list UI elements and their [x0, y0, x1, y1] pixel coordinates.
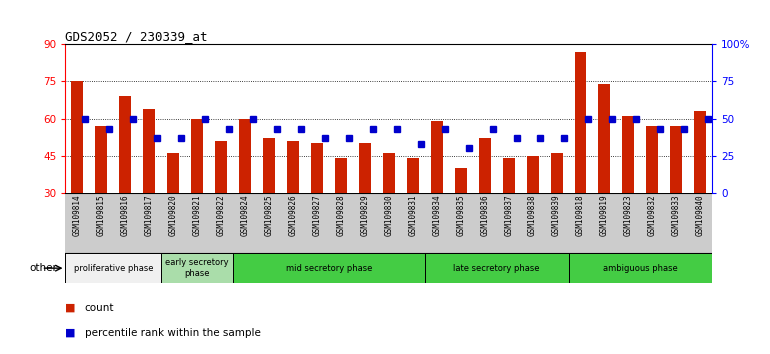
Bar	[646, 126, 658, 193]
Text: GSM109821: GSM109821	[192, 194, 202, 236]
Bar	[695, 111, 706, 193]
Text: GSM109830: GSM109830	[384, 194, 393, 236]
Bar	[622, 116, 634, 193]
Text: ambiguous phase: ambiguous phase	[603, 264, 678, 273]
Text: GSM109837: GSM109837	[504, 194, 513, 236]
Bar	[455, 168, 467, 193]
Bar	[479, 138, 490, 193]
Text: proliferative phase: proliferative phase	[74, 264, 153, 273]
Text: early secretory
phase: early secretory phase	[166, 258, 229, 278]
Text: GSM109840: GSM109840	[696, 194, 705, 236]
Bar	[233, 253, 425, 283]
Bar	[407, 158, 419, 193]
Text: GSM109832: GSM109832	[648, 194, 657, 236]
Bar	[143, 109, 156, 193]
Bar	[335, 158, 347, 193]
Text: GSM109831: GSM109831	[408, 194, 417, 236]
Bar	[65, 253, 161, 283]
Text: GSM109834: GSM109834	[432, 194, 441, 236]
Bar	[383, 153, 395, 193]
Text: GSM109825: GSM109825	[265, 194, 273, 236]
Bar	[72, 81, 83, 193]
Bar	[167, 153, 179, 193]
Text: GSM109827: GSM109827	[313, 194, 322, 236]
Bar	[430, 121, 443, 193]
Text: late secretory phase: late secretory phase	[454, 264, 540, 273]
Text: GSM109819: GSM109819	[600, 194, 609, 236]
Text: mid secretory phase: mid secretory phase	[286, 264, 372, 273]
Text: GSM109839: GSM109839	[552, 194, 561, 236]
Bar	[239, 119, 251, 193]
Text: other: other	[30, 263, 58, 273]
Text: percentile rank within the sample: percentile rank within the sample	[85, 328, 260, 338]
Text: GDS2052 / 230339_at: GDS2052 / 230339_at	[65, 30, 208, 43]
Text: GSM109826: GSM109826	[289, 194, 297, 236]
Bar	[425, 253, 568, 283]
Bar	[95, 126, 107, 193]
Bar	[359, 143, 371, 193]
Text: GSM109814: GSM109814	[73, 194, 82, 236]
Bar	[215, 141, 227, 193]
Text: GSM109817: GSM109817	[145, 194, 154, 236]
Text: GSM109823: GSM109823	[624, 194, 633, 236]
Text: ■: ■	[65, 328, 76, 338]
Text: GSM109822: GSM109822	[216, 194, 226, 236]
Text: GSM109835: GSM109835	[456, 194, 465, 236]
Bar	[311, 143, 323, 193]
Bar	[191, 119, 203, 193]
Text: GSM109829: GSM109829	[360, 194, 370, 236]
Bar	[527, 156, 538, 193]
Bar	[287, 141, 299, 193]
Text: GSM109816: GSM109816	[121, 194, 130, 236]
Bar	[551, 153, 563, 193]
Text: GSM109828: GSM109828	[336, 194, 346, 236]
Text: GSM109820: GSM109820	[169, 194, 178, 236]
Bar	[263, 138, 275, 193]
Text: GSM109815: GSM109815	[97, 194, 106, 236]
Bar	[161, 253, 233, 283]
Bar	[568, 253, 712, 283]
Text: GSM109838: GSM109838	[528, 194, 537, 236]
Bar	[574, 52, 587, 193]
Bar	[503, 158, 514, 193]
Bar	[119, 96, 132, 193]
Bar	[598, 84, 611, 193]
Text: ■: ■	[65, 303, 76, 313]
Text: GSM109833: GSM109833	[671, 194, 681, 236]
Text: GSM109818: GSM109818	[576, 194, 585, 236]
Text: count: count	[85, 303, 114, 313]
Text: GSM109824: GSM109824	[240, 194, 249, 236]
Bar	[671, 126, 682, 193]
Text: GSM109836: GSM109836	[480, 194, 489, 236]
